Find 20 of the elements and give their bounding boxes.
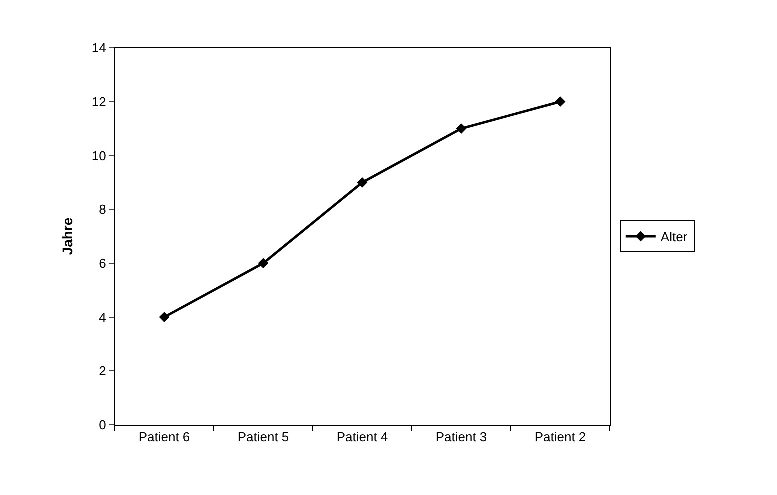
x-tick-label: Patient 4: [336, 430, 388, 445]
y-tick-label: 10: [92, 148, 106, 164]
x-tick-label: Patient 3: [436, 430, 488, 445]
point: [555, 96, 566, 108]
y-tick-label: 12: [92, 94, 106, 110]
y-axis-title: Jahre: [60, 218, 76, 256]
y-tick-label: 6: [99, 256, 106, 271]
x-tick-label: Patient 6: [138, 430, 190, 445]
y-tick-label: 2: [99, 364, 106, 379]
y-tick-label: 0: [99, 418, 106, 433]
legend-label: Alter: [660, 230, 688, 245]
y-tick-label: 4: [99, 310, 106, 325]
point: [456, 124, 467, 134]
y-tick-label: 8: [99, 202, 106, 218]
x-tick-label: Patient 5: [238, 430, 290, 445]
point: [357, 177, 368, 188]
point: [258, 258, 269, 269]
x-tick-label: Patient 2: [534, 430, 586, 445]
y-tick-label: 14: [92, 40, 106, 56]
point: [159, 312, 170, 322]
